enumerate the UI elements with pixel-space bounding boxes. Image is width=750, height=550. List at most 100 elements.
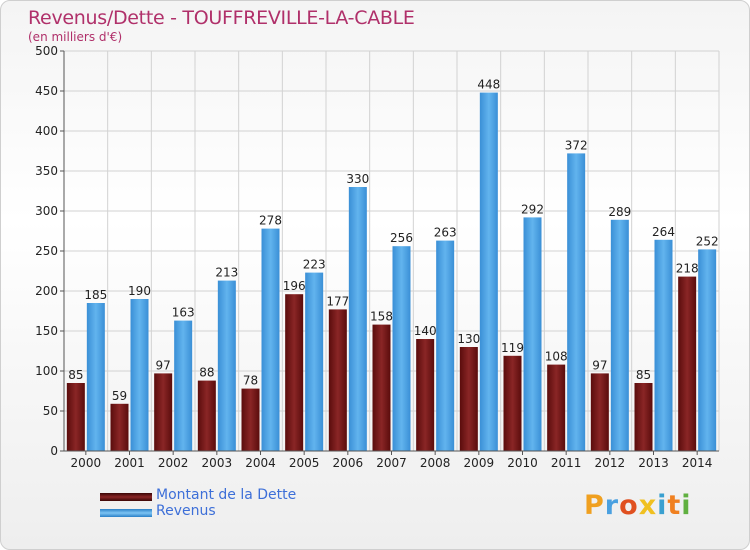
logo-letter: P [584,490,605,521]
x-tick-label-2001: 2001 [114,456,145,470]
y-tick-label: 400 [35,124,58,138]
x-tick-label-2014: 2014 [682,456,713,470]
y-tick-label: 150 [35,324,58,338]
data-label-revenus-2005: 223 [303,258,326,272]
data-label-dette-2009: 130 [457,332,480,346]
bar-revenus-2003 [217,280,236,451]
bar-dette-2013 [634,383,653,451]
data-label-revenus-2003: 213 [215,266,238,280]
bar-dette-2012 [590,373,609,451]
logo-letter: x [638,490,658,521]
bar-dette-2001 [110,403,129,451]
bar-revenus-2008 [436,240,455,451]
bar-dette-2011 [547,364,566,451]
logo-letter: o [619,490,639,521]
bar-revenus-2013 [654,239,673,451]
bar-revenus-2009 [479,92,498,451]
bar-revenus-2010 [523,217,542,451]
data-label-dette-2006: 177 [326,294,349,308]
logo-letter: i [681,490,692,521]
bar-dette-2004 [241,388,260,451]
bar-revenus-2004 [261,228,280,451]
bar-revenus-2012 [610,219,629,451]
x-tick-label-2011: 2011 [551,456,582,470]
bar-revenus-2005 [305,272,324,451]
data-label-dette-2004: 78 [243,374,258,388]
bar-revenus-2014 [698,249,717,451]
y-tick-label: 100 [35,364,58,378]
legend-swatch-revenus [100,509,152,517]
bar-revenus-2001 [130,299,149,451]
data-label-revenus-2008: 263 [434,226,457,240]
logo-letter: r [604,490,620,521]
bar-dette-2010 [503,355,522,451]
bar-dette-2002 [154,373,173,451]
bar-revenus-2000 [86,303,105,451]
y-tick-label: 450 [35,84,58,98]
data-label-dette-2000: 85 [68,368,83,382]
data-label-revenus-2011: 372 [565,138,588,152]
y-tick-label: 300 [35,204,58,218]
y-tick-label: 250 [35,244,58,258]
data-label-dette-2008: 140 [414,324,437,338]
x-tick-label-2008: 2008 [420,456,451,470]
y-tick-label: 50 [43,404,58,418]
x-tick-label-2000: 2000 [71,456,102,470]
data-label-dette-2014: 218 [676,262,699,276]
bar-dette-2014 [678,276,697,451]
bar-revenus-2007 [392,246,411,451]
x-tick-label-2007: 2007 [376,456,407,470]
data-label-dette-2002: 97 [156,358,171,372]
x-tick-label-2013: 2013 [638,456,669,470]
x-tick-label-2002: 2002 [158,456,189,470]
data-label-revenus-2014: 252 [696,234,719,248]
data-labels: 85 185 59 190 97 163 88 213 78 278 196 223 177 330 158… [68,78,718,403]
proxiti-logo: Proxiti [584,490,692,521]
bar-revenus-2006 [348,187,367,451]
data-label-dette-2010: 119 [501,341,524,355]
logo-letter: i [657,490,668,521]
data-label-dette-2005: 196 [283,279,306,293]
legend-label-revenus: Revenus [156,503,216,519]
chart-subtitle: (en milliers d'€) [28,30,123,44]
logo-letter: t [667,490,682,521]
data-label-dette-2011: 108 [545,350,568,364]
data-label-dette-2007: 158 [370,310,393,324]
data-label-revenus-2001: 190 [128,284,151,298]
data-label-revenus-2010: 292 [521,202,544,216]
bar-dette-2003 [197,380,216,451]
bar-dette-2008 [416,339,435,451]
data-label-revenus-2004: 278 [259,214,282,228]
y-tick-label: 0 [50,444,58,458]
bar-dette-2005 [285,294,304,451]
x-tick-label-2009: 2009 [464,456,495,470]
legend-swatch-dette [100,493,152,501]
bar-dette-2006 [328,309,347,451]
axes: 0 50 100 150 200 250 300 350 400 450 500 2000 2001 20… [35,44,719,470]
data-label-revenus-2012: 289 [608,205,631,219]
x-tick-label-2006: 2006 [333,456,364,470]
bars [66,92,717,451]
data-label-dette-2003: 88 [199,366,214,380]
bar-revenus-2011 [567,153,586,451]
data-label-revenus-2002: 163 [172,306,195,320]
x-tick-label-2005: 2005 [289,456,320,470]
data-label-dette-2013: 85 [636,368,651,382]
legend-label-dette: Montant de la Dette [156,487,297,503]
x-tick-label-2010: 2010 [507,456,538,470]
data-label-dette-2001: 59 [112,389,127,403]
data-label-dette-2012: 97 [592,358,607,372]
data-label-revenus-2013: 264 [652,225,675,239]
bar-dette-2000 [66,383,85,451]
bar-dette-2007 [372,324,391,451]
data-label-revenus-2009: 448 [477,78,500,92]
y-tick-label: 500 [35,44,58,58]
data-label-revenus-2007: 256 [390,231,413,245]
y-tick-label: 200 [35,284,58,298]
data-label-revenus-2006: 330 [346,172,369,186]
x-tick-label-2012: 2012 [595,456,626,470]
bar-dette-2009 [459,347,478,451]
y-tick-label: 350 [35,164,58,178]
chart-title: Revenus/Dette - TOUFFREVILLE-LA-CABLE [28,7,415,29]
